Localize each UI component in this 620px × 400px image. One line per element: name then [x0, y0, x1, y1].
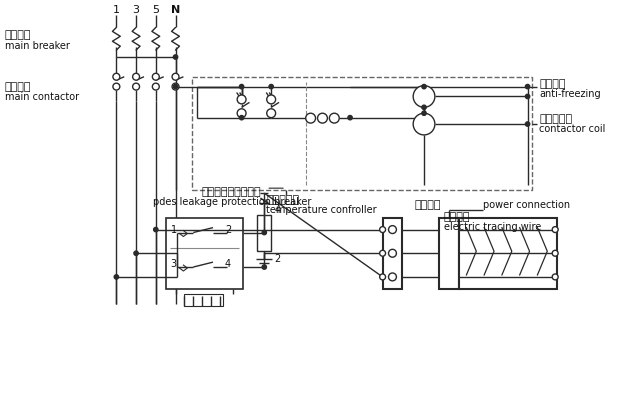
- Circle shape: [413, 113, 435, 135]
- Circle shape: [237, 109, 246, 118]
- Circle shape: [134, 251, 138, 256]
- Text: main contactor: main contactor: [5, 92, 79, 102]
- Text: 电源连接: 电源连接: [414, 200, 441, 210]
- Circle shape: [113, 73, 120, 80]
- Circle shape: [262, 230, 267, 235]
- Circle shape: [172, 83, 179, 90]
- Circle shape: [172, 73, 179, 80]
- Text: 接触器线圈: 接触器线圈: [539, 114, 572, 124]
- Circle shape: [413, 86, 435, 107]
- Bar: [192, 77, 533, 190]
- Circle shape: [525, 122, 529, 126]
- Circle shape: [317, 113, 327, 123]
- Circle shape: [552, 227, 558, 232]
- Circle shape: [262, 265, 267, 269]
- Circle shape: [153, 83, 159, 90]
- Circle shape: [525, 94, 529, 99]
- Circle shape: [306, 113, 316, 123]
- Circle shape: [267, 109, 276, 118]
- Text: 4: 4: [225, 259, 231, 269]
- Text: 4: 4: [274, 205, 280, 215]
- Text: pdes leakage protection breaker: pdes leakage protection breaker: [153, 197, 311, 207]
- Text: 5: 5: [153, 5, 159, 15]
- Bar: [459, 218, 557, 289]
- Circle shape: [113, 83, 120, 90]
- Text: anti-freezing: anti-freezing: [539, 88, 601, 98]
- Bar: [383, 218, 402, 289]
- Circle shape: [114, 275, 118, 279]
- Text: 1: 1: [113, 5, 120, 15]
- Text: 2: 2: [274, 254, 280, 264]
- Circle shape: [237, 95, 246, 104]
- Text: 防冻保护: 防冻保护: [539, 79, 566, 89]
- Text: 主断路器: 主断路器: [5, 30, 32, 40]
- Circle shape: [389, 226, 396, 234]
- Text: power connection: power connection: [483, 200, 570, 210]
- Circle shape: [348, 116, 352, 120]
- Circle shape: [269, 84, 273, 89]
- Text: electric tracing wire: electric tracing wire: [444, 222, 541, 232]
- Circle shape: [552, 274, 558, 280]
- Text: 电伴热线: 电伴热线: [444, 212, 470, 222]
- Circle shape: [154, 228, 158, 232]
- Circle shape: [422, 111, 426, 115]
- Bar: [439, 218, 459, 289]
- Text: 1: 1: [170, 224, 177, 234]
- Text: 主接触器: 主接触器: [5, 82, 32, 92]
- Bar: [257, 215, 271, 251]
- Circle shape: [329, 113, 339, 123]
- Circle shape: [422, 84, 426, 89]
- Text: temperature confroller: temperature confroller: [266, 205, 377, 215]
- Circle shape: [267, 95, 276, 104]
- Bar: [166, 218, 242, 289]
- Circle shape: [552, 250, 558, 256]
- Circle shape: [133, 73, 140, 80]
- Text: 两极漏电保护断路器: 两极漏电保护断路器: [202, 187, 262, 197]
- Text: 2: 2: [225, 224, 231, 234]
- Circle shape: [379, 274, 386, 280]
- Circle shape: [389, 273, 396, 281]
- Circle shape: [174, 55, 178, 59]
- Text: contactor coil: contactor coil: [539, 124, 606, 134]
- Circle shape: [379, 250, 386, 256]
- Circle shape: [239, 84, 244, 89]
- Circle shape: [525, 84, 529, 89]
- Circle shape: [174, 84, 178, 89]
- Circle shape: [153, 73, 159, 80]
- Circle shape: [133, 83, 140, 90]
- Text: 3: 3: [133, 5, 140, 15]
- Text: 环境温控器: 环境温控器: [266, 195, 299, 205]
- Text: N: N: [171, 5, 180, 15]
- Text: main breaker: main breaker: [5, 41, 70, 51]
- Circle shape: [422, 105, 426, 110]
- Circle shape: [379, 227, 386, 232]
- Circle shape: [389, 249, 396, 257]
- Text: 3: 3: [170, 259, 177, 269]
- Circle shape: [239, 116, 244, 120]
- Bar: [184, 294, 223, 306]
